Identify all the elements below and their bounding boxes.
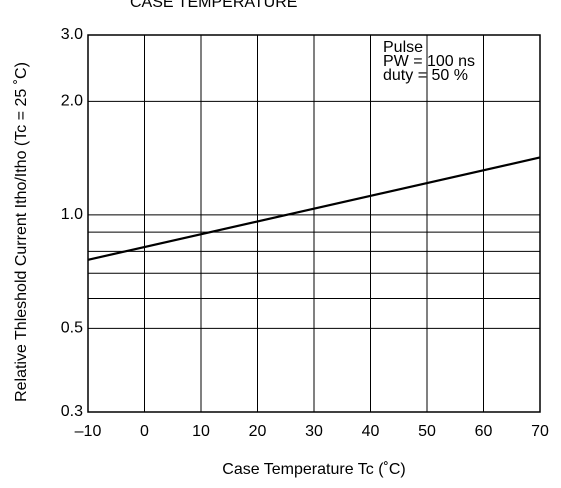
chart-title: CASE TEMPERATURE (130, 0, 297, 11)
annotation: PW = 100 ns (383, 53, 475, 70)
x-tick-label: 20 (249, 423, 267, 440)
x-tick-label: 50 (418, 423, 436, 440)
x-tick-label: 30 (305, 423, 323, 440)
plot-frame (87, 34, 541, 413)
y-tick-label: 1.0 (61, 206, 83, 223)
y-axis-label: Relative Thleshold Current Itho/Itho (Tc… (13, 62, 30, 402)
y-tick-label: 0.3 (61, 403, 83, 420)
x-tick-label: 0 (140, 423, 149, 440)
x-tick-label: –10 (75, 423, 102, 440)
x-tick-label: 40 (362, 423, 380, 440)
x-tick-label: 10 (192, 423, 210, 440)
y-tick-label: 3.0 (61, 26, 83, 43)
y-tick-label: 2.0 (61, 93, 83, 110)
x-axis-label: Case Temperature Tc (˚C) (222, 461, 405, 478)
annotation: Pulse (383, 39, 423, 56)
x-tick-label: 60 (475, 423, 493, 440)
data-line (87, 156, 541, 261)
y-tick-label: 0.5 (61, 320, 83, 337)
x-tick-label: 70 (531, 423, 549, 440)
annotation: duty = 50 % (383, 67, 468, 84)
